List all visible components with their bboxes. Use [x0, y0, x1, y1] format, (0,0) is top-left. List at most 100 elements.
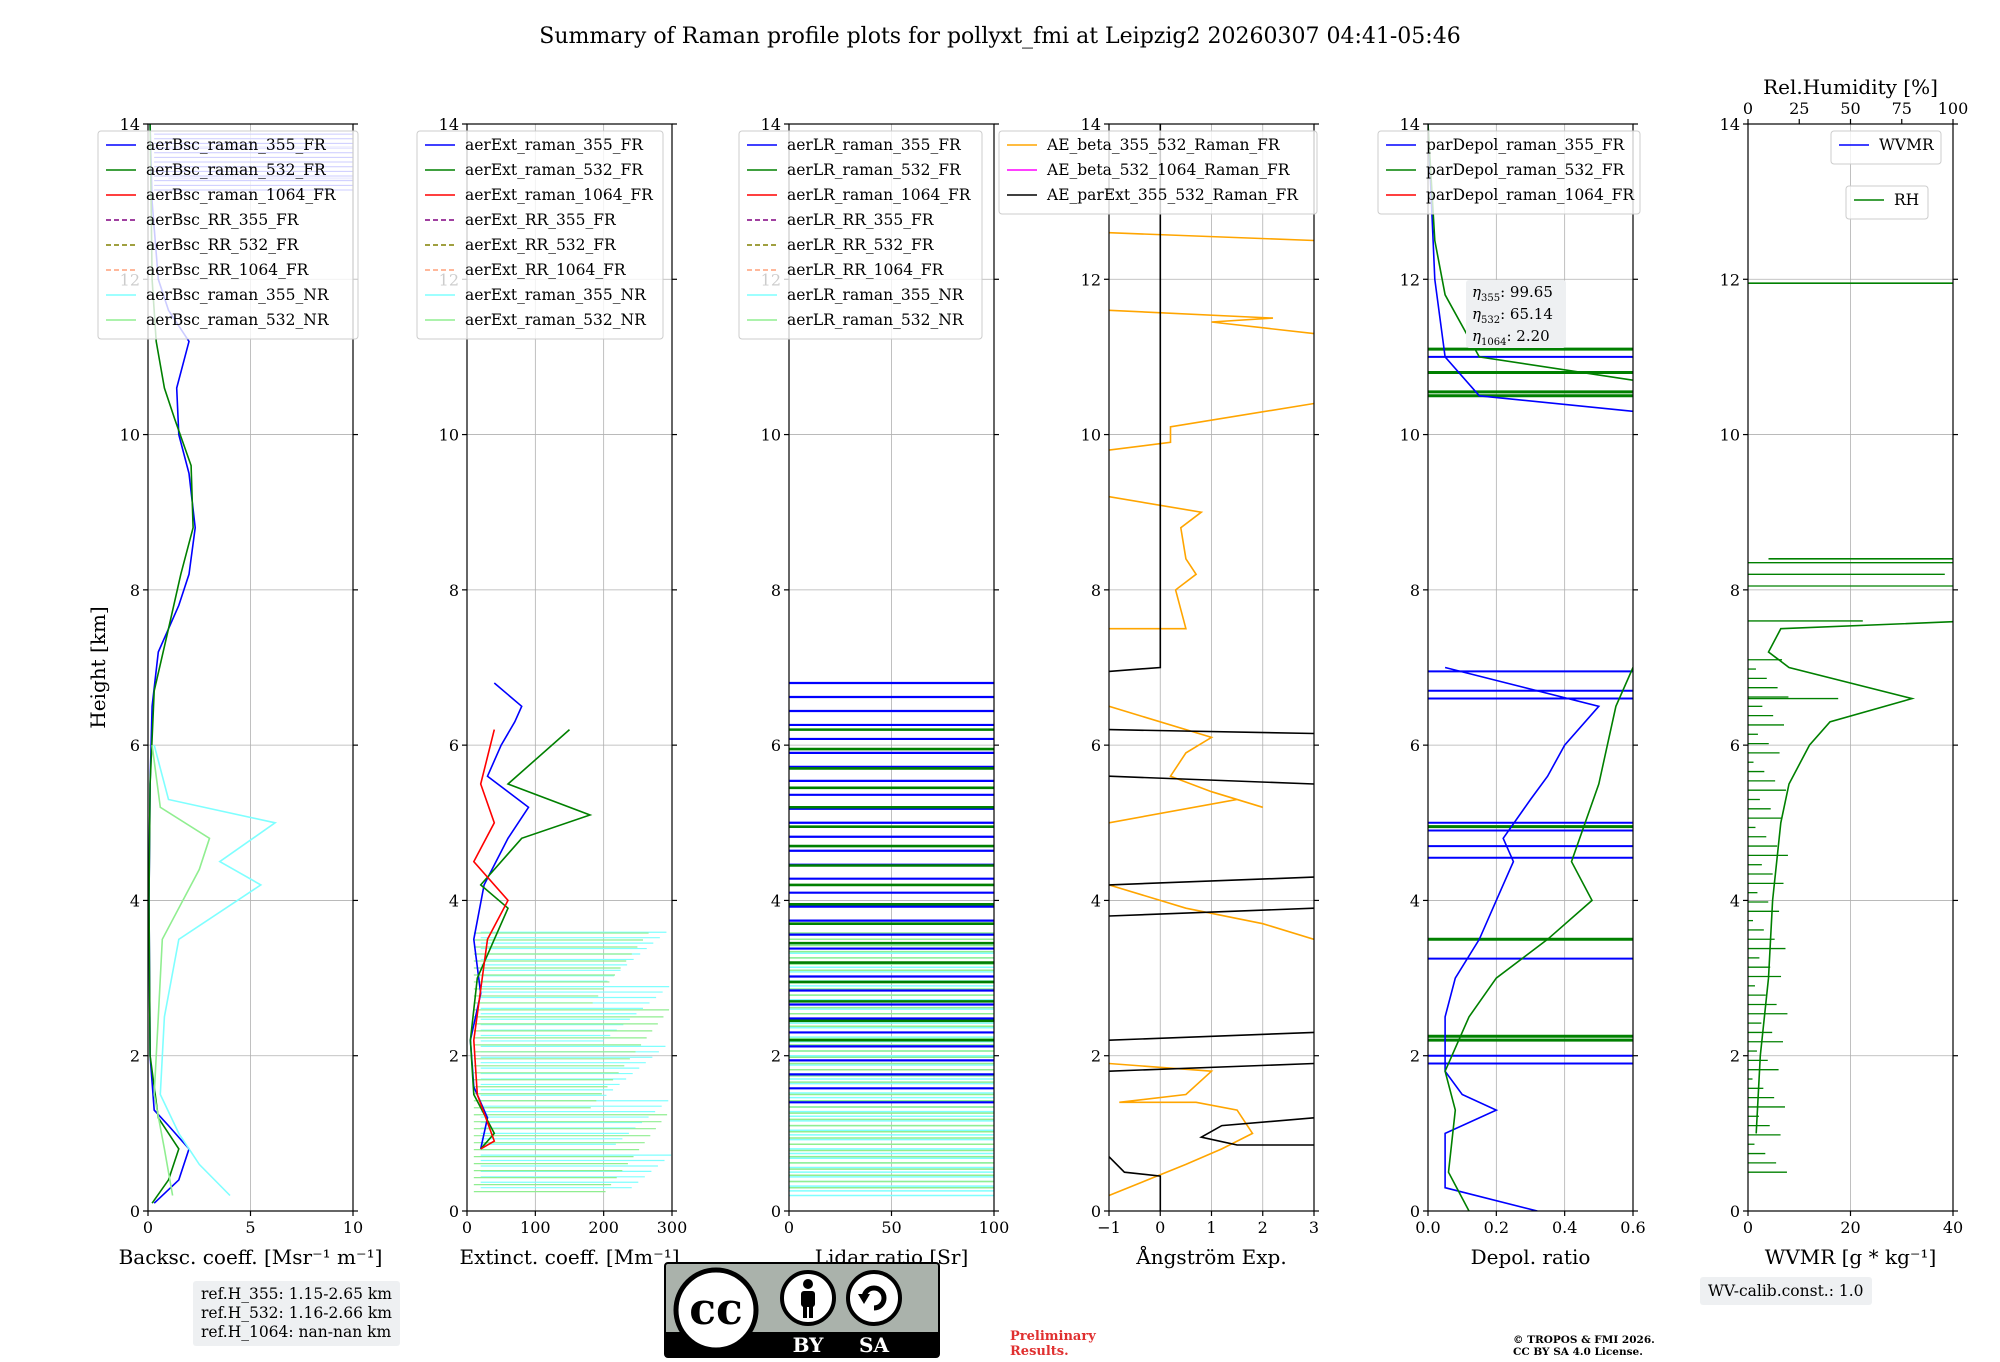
y-tick-label: 10 — [761, 426, 781, 445]
x-axis-label: Depol. ratio — [1471, 1245, 1591, 1269]
cc-text: cc — [689, 1284, 743, 1335]
series-pardepol-raman-532-fr — [1444, 667, 1633, 1211]
top-x-axis-label: Rel.Humidity [%] — [1763, 75, 1938, 99]
eta-subscript: 532 — [1481, 315, 1500, 326]
series-pardepol-raman-355-fr — [1444, 666, 1601, 1211]
legend-entry: AE_parExt_355_532_Raman_FR — [1046, 186, 1299, 204]
series-aerext-raman-532-fr — [469, 729, 593, 1150]
plot-area-depol — [1428, 124, 1633, 1211]
legend-entry: parDepol_raman_355_FR — [1426, 136, 1626, 154]
legend-frame — [97, 130, 359, 340]
legend-entry: aerBsc_raman_532_NR — [146, 311, 330, 329]
y-tick-label: 4 — [130, 891, 140, 910]
x-axis-label: Extinct. coeff. [Mm⁻¹] — [459, 1245, 679, 1269]
legend-angstrom: AE_beta_355_532_Raman_FR AE_beta_532_1064… — [998, 130, 1318, 215]
legend-extinction: aerExt_raman_355_FR aerExt_raman_532_FRae… — [416, 130, 664, 340]
plot-area-extinction — [469, 682, 672, 1193]
series-ae-parext-355-532-raman-fr-c — [1109, 1062, 1314, 1072]
y-tick-label: 4 — [771, 891, 781, 910]
legend-entry: aerLR_raman_532_NR — [787, 311, 965, 329]
y-tick-label: 4 — [1730, 891, 1740, 910]
preliminary-note: Preliminary Results. — [1010, 1329, 1096, 1359]
panel-extinction: 024681012140100200300Extinct. coeff. [Mm… — [416, 115, 688, 1269]
preliminary-line-2: Results. — [1010, 1344, 1069, 1359]
y-tick-label: 14 — [439, 115, 459, 134]
y-tick-label: 0 — [1410, 1202, 1420, 1221]
series-rh — [1755, 557, 1953, 1134]
y-tick-label: 14 — [761, 115, 781, 134]
x-tick-label: 1 — [1206, 1218, 1216, 1237]
x-tick-label: 20 — [1840, 1218, 1860, 1237]
cc-badge-graphic: cc BY SA — [664, 1262, 940, 1358]
legend-entry: aerLR_RR_355_FR — [787, 211, 935, 229]
plot-area-angstrom — [1109, 124, 1314, 1211]
cc-icon — [673, 1267, 759, 1353]
x-tick-label: 0.2 — [1484, 1218, 1509, 1237]
legend-backscatter: aerBsc_raman_355_FR aerBsc_raman_532_FRae… — [97, 130, 359, 340]
figure-title: Summary of Raman profile plots for polly… — [539, 24, 1460, 49]
x-axis-label: WVMR [g * kg⁻¹] — [1765, 1245, 1937, 1269]
y-tick-label: 2 — [1730, 1047, 1740, 1066]
plot-area-wvmr — [1748, 282, 1953, 1173]
legend-frame — [1830, 130, 1942, 165]
refheight-532: ref.H_532: 1.16-2.66 km — [201, 1304, 392, 1322]
cc-by-sa-badge: cc BY SA — [664, 1262, 940, 1358]
y-tick-label: 6 — [1730, 736, 1740, 755]
backscatter-refheight-box: ref.H_355: 1.15-2.65 km ref.H_532: 1.16-… — [193, 1281, 400, 1346]
legend-entry: aerBsc_RR_532_FR — [146, 236, 300, 254]
series-pardepol-raman-355-fr-b — [1428, 124, 1633, 413]
legend-wvmr: RH — [1845, 185, 1929, 220]
legend-lidar_ratio: aerLR_raman_355_FR aerLR_raman_532_FR aerL… — [738, 130, 983, 340]
plot-area-lidar_ratio — [789, 681, 994, 1197]
legend-entry: AE_beta_532_1064_Raman_FR — [1046, 161, 1291, 179]
y-tick-label: 4 — [1091, 891, 1101, 910]
legend-entry: aerLR_RR_532_FR — [787, 236, 935, 254]
y-tick-label: 14 — [1400, 115, 1420, 134]
x-tick-label: −1 — [1097, 1218, 1121, 1237]
eta-subscript: 355 — [1481, 293, 1500, 304]
y-tick-label: 8 — [1730, 581, 1740, 600]
eta-subscript: 1064 — [1481, 337, 1506, 348]
x-tick-label: 0.0 — [1415, 1218, 1440, 1237]
series-ae-beta-355-532-raman-fr — [1109, 1062, 1254, 1197]
y-tick-label: 0 — [130, 1202, 140, 1221]
eta-line: η355: 99.65 — [1472, 283, 1553, 304]
y-tick-label: 14 — [120, 115, 140, 134]
refheight-355: ref.H_355: 1.15-2.65 km — [201, 1285, 392, 1303]
x-tick-label: 10 — [343, 1218, 363, 1237]
x-tick-label: 0 — [784, 1218, 794, 1237]
y-tick-label: 0 — [449, 1202, 459, 1221]
x-tick-label: 5 — [245, 1218, 255, 1237]
refheight-1064: ref.H_1064: nan-nan km — [201, 1323, 392, 1341]
y-tick-label: 2 — [130, 1047, 140, 1066]
legend-wvmr: WVMR — [1830, 130, 1942, 165]
y-tick-label: 14 — [1720, 115, 1740, 134]
y-tick-label: 14 — [1081, 115, 1101, 134]
legend-entry: aerBsc_raman_355_NR — [146, 286, 330, 304]
eta-box-bg — [1466, 280, 1566, 348]
legend-entry: aerExt_raman_532_FR — [465, 161, 644, 179]
top-x-tick-label: 50 — [1840, 99, 1860, 118]
y-tick-label: 2 — [449, 1047, 459, 1066]
legend-entry: aerExt_RR_1064_FR — [465, 261, 627, 279]
x-tick-label: 0 — [1155, 1218, 1165, 1237]
series-ae-parext-355-532-raman-fr-e — [1109, 907, 1314, 917]
eta-value: : 65.14 — [1500, 305, 1553, 323]
x-tick-label: 300 — [657, 1218, 688, 1237]
top-x-tick-label: 0 — [1743, 99, 1753, 118]
series-ae-beta-355-532-raman-fr-c — [1109, 705, 1264, 824]
wv-calib-const: WV-calib.const.: 1.0 — [1708, 1282, 1864, 1300]
y-tick-label: 8 — [771, 581, 781, 600]
y-tick-label: 10 — [1400, 426, 1420, 445]
legend-frame — [1845, 185, 1929, 220]
x-tick-label: 2 — [1258, 1218, 1268, 1237]
x-tick-label: 0.4 — [1552, 1218, 1577, 1237]
y-tick-label: 6 — [1091, 736, 1101, 755]
series-ae-beta-355-532-raman-fr-d — [1109, 495, 1204, 630]
grid-wvmr — [1747, 123, 1954, 1212]
legend-entry: aerExt_RR_532_FR — [465, 236, 617, 254]
legend-entry: aerExt_RR_355_FR — [465, 211, 617, 229]
legend-entry: aerLR_raman_355_NR — [787, 286, 965, 304]
